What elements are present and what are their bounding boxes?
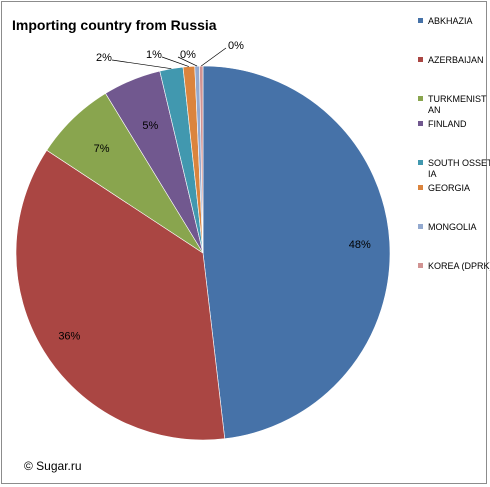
chart-title: Importing country from Russia	[12, 17, 217, 33]
leader-line-georgia	[161, 56, 189, 67]
data-label-georgia: 1%	[146, 49, 162, 61]
legend-label-georgia: GEORGIA	[428, 183, 471, 193]
data-label-korea-dprk: 0%	[228, 40, 244, 52]
leader-line-south-ossetia	[111, 59, 172, 70]
leader-line-mongolia	[177, 56, 198, 67]
legend-swatch-georgia	[418, 185, 423, 190]
legend-label-turkmenistan: TURKMENIST AN	[428, 94, 487, 115]
legend-label-korea-dprk: KOREA (DPRK)	[428, 261, 490, 271]
legend-item-turkmenistan: TURKMENIST AN	[418, 94, 490, 119]
legend-label-south-ossetia: SOUTH OSSETIA	[428, 158, 490, 179]
legend-item-south-ossetia: SOUTH OSSETIA	[418, 158, 490, 183]
pie-slice-abkhazia	[202, 65, 391, 440]
legend-item-georgia: GEORGIA	[418, 183, 490, 222]
legend-swatch-south-ossetia	[418, 160, 423, 165]
data-label-abkhazia: 48%	[349, 239, 371, 251]
legend-swatch-mongolia	[418, 224, 423, 229]
data-label-azerbaijan: 36%	[58, 331, 80, 343]
copyright-text: © Sugar.ru	[24, 459, 82, 473]
legend-item-azerbaijan: AZERBAIJAN	[418, 55, 490, 94]
legend-item-korea-dprk: KOREA (DPRK)	[418, 261, 490, 300]
data-label-south-ossetia: 2%	[96, 52, 112, 64]
pie-slice-azerbaijan	[15, 149, 226, 441]
legend-item-abkhazia: ABKHAZIA	[418, 16, 490, 55]
leader-line-korea-dprk	[201, 47, 227, 67]
legend-swatch-finland	[418, 121, 423, 126]
legend-swatch-korea-dprk	[418, 263, 423, 268]
legend-label-abkhazia: ABKHAZIA	[428, 16, 473, 26]
legend-label-finland: FINLAND	[428, 119, 467, 129]
legend-swatch-abkhazia	[418, 18, 423, 23]
data-label-finland: 5%	[142, 120, 158, 132]
legend-swatch-turkmenistan	[418, 96, 423, 101]
legend-label-mongolia: MONGOLIA	[428, 222, 477, 232]
legend: ABKHAZIA AZERBAIJAN TURKMENIST AN FINLAN…	[418, 16, 490, 300]
legend-item-mongolia: MONGOLIA	[418, 222, 490, 261]
legend-swatch-azerbaijan	[418, 57, 423, 62]
legend-item-finland: FINLAND	[418, 119, 490, 158]
data-label-turkmenist-an: 7%	[94, 143, 110, 155]
legend-label-azerbaijan: AZERBAIJAN	[428, 55, 484, 65]
data-label-mongolia: 0%	[180, 49, 196, 61]
